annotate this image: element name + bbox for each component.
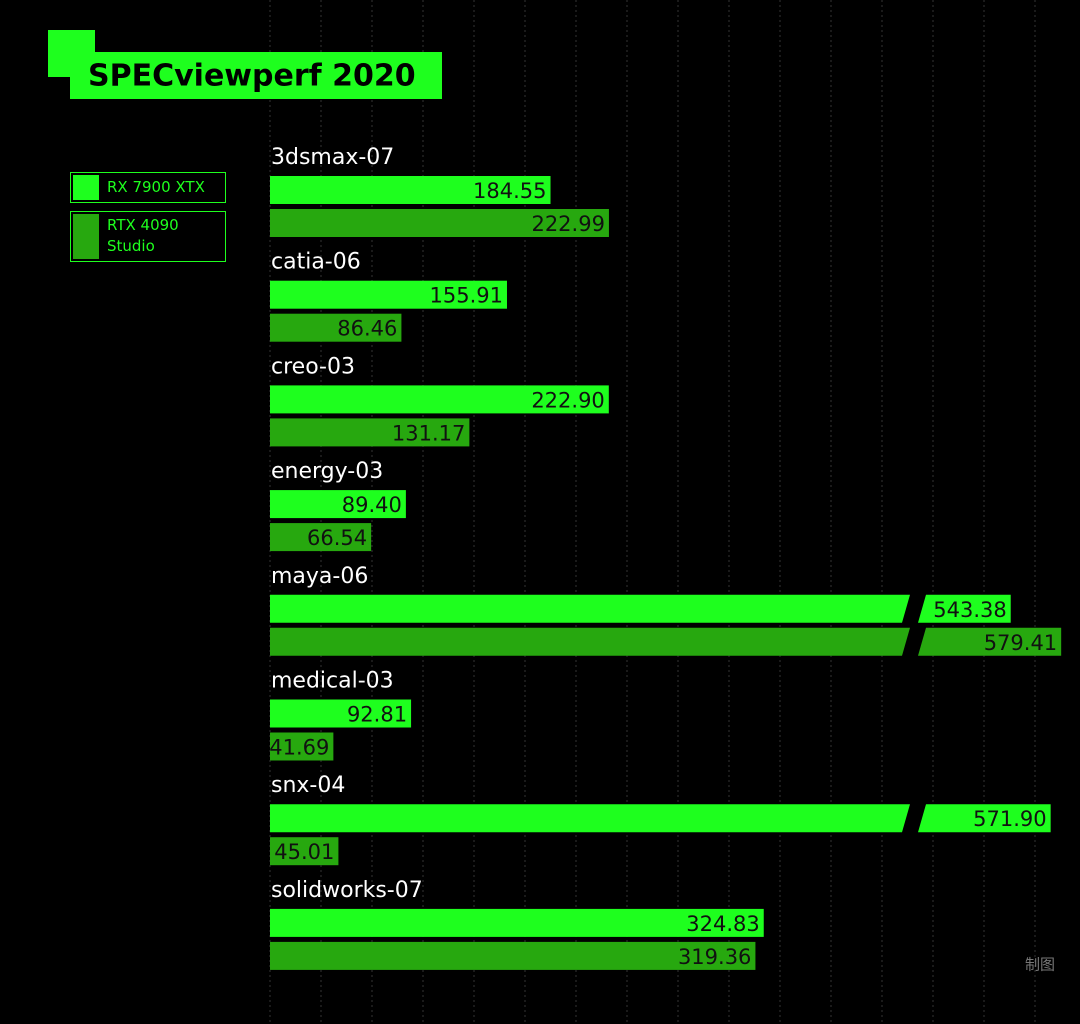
- bar: [270, 280, 507, 309]
- category-label: snx-04: [271, 773, 345, 798]
- bar: [270, 490, 406, 519]
- category-label: solidworks-07: [271, 878, 423, 903]
- legend-swatch: [73, 214, 99, 259]
- value-label: 184.55: [473, 179, 546, 203]
- bar: [270, 908, 764, 937]
- bar: [270, 627, 910, 656]
- legend-label: RTX 4090 Studio: [107, 216, 179, 255]
- category-label: medical-03: [271, 669, 394, 694]
- title-box: [70, 52, 442, 99]
- bar: [270, 804, 910, 833]
- legend-swatch: [73, 175, 99, 200]
- legend-label: RX 7900 XTX: [107, 178, 205, 196]
- value-label: 543.38: [933, 598, 1006, 622]
- category-label: maya-06: [271, 564, 368, 589]
- bar: [918, 804, 1051, 833]
- bar: [270, 385, 609, 414]
- bar: [270, 176, 551, 204]
- watermark: 制图: [1025, 956, 1055, 974]
- chart-title: SPECviewperf 2020: [88, 59, 416, 94]
- bar: [270, 313, 402, 342]
- bar: [918, 627, 1062, 656]
- value-label: 579.41: [984, 631, 1057, 655]
- bar: [270, 837, 339, 866]
- bar: [270, 732, 334, 761]
- value-label: 89.40: [342, 493, 402, 517]
- category-label: creo-03: [271, 354, 355, 379]
- value-label: 222.99: [531, 212, 604, 236]
- value-label: 86.46: [337, 317, 397, 341]
- value-label: 45.01: [274, 840, 334, 864]
- bar: [270, 699, 412, 728]
- bar: [270, 594, 910, 623]
- category-label: energy-03: [271, 459, 383, 484]
- bar: [270, 941, 756, 970]
- value-label: 155.91: [429, 284, 502, 308]
- value-label: 324.83: [686, 912, 759, 936]
- value-label: 66.54: [307, 526, 367, 550]
- bar: [270, 209, 609, 237]
- value-label: 571.90: [973, 807, 1046, 831]
- category-label: 3dsmax-07: [271, 145, 394, 170]
- bar: [270, 418, 470, 447]
- legend-item: RTX 4090 Studio: [70, 211, 226, 262]
- value-label: 92.81: [347, 703, 407, 727]
- value-label: 319.36: [678, 945, 751, 969]
- value-label: 131.17: [392, 421, 465, 445]
- category-label: catia-06: [271, 250, 361, 275]
- bar: [918, 594, 1011, 623]
- bar: [270, 523, 372, 552]
- value-label: 222.90: [531, 388, 604, 412]
- legend-item: RX 7900 XTX: [70, 172, 226, 203]
- value-label: 41.69: [269, 736, 329, 760]
